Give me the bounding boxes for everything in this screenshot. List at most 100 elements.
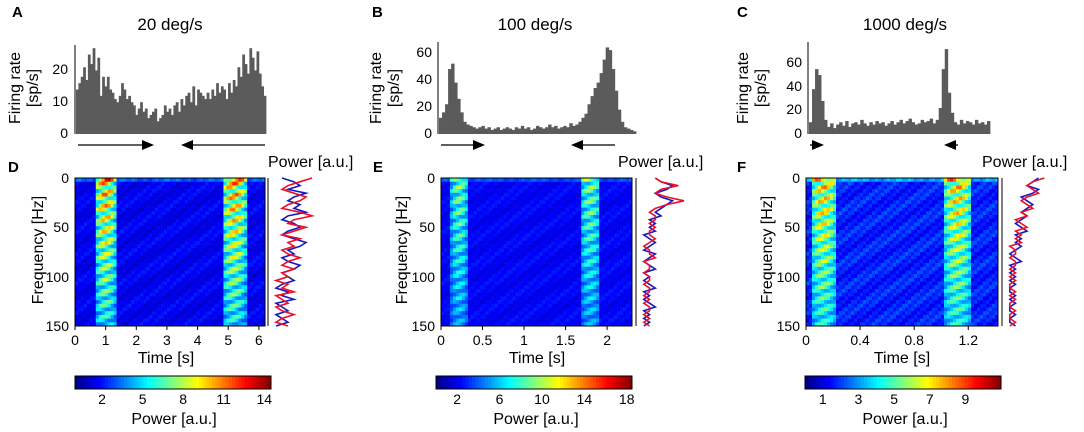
chart-e-heat-cell <box>614 274 618 279</box>
chart-d-heat-cell <box>152 226 156 231</box>
chart-d-heat-cell <box>214 255 218 260</box>
chart-e-heat-cell <box>494 185 498 190</box>
chart-d-heat-cell <box>220 289 224 293</box>
chart-d-heat-cell <box>116 303 120 308</box>
chart-e-heat-cell <box>551 237 555 242</box>
chart-d-heat-cell <box>110 252 114 256</box>
chart-d-heat-cell <box>220 203 224 208</box>
chart-d-heat-cell <box>232 322 236 327</box>
chart-d-heat-cell <box>131 296 135 301</box>
chart-d-heat-cell <box>196 266 200 271</box>
chart-e-heat-cell <box>614 181 618 186</box>
chart-d-heat-cell <box>208 181 212 186</box>
chart-e-heat-cell <box>485 259 490 264</box>
chart-e-heat-cell <box>503 274 507 279</box>
chart-d-heat-cell <box>140 292 144 297</box>
chart-d-heat-cell <box>211 270 215 275</box>
chart-e-heat-cell <box>608 189 612 194</box>
chart-d-heat-cell <box>232 237 236 242</box>
chart-d-heat-cell <box>235 192 239 197</box>
chart-d-heat-cell <box>241 263 245 268</box>
chart-d-heat-cell <box>205 263 209 268</box>
chart-e-heat-cell <box>503 196 507 201</box>
chart-e-heat-cell <box>584 266 588 271</box>
chart-d-heat-cell <box>134 263 138 268</box>
chart-e-heat-cell <box>548 292 552 297</box>
chart-d-heat-cell <box>259 307 263 312</box>
chart-d-heat-cell <box>80 314 85 319</box>
chart-d-heat-cell <box>155 274 159 279</box>
chart-e-heat-cell <box>572 181 576 186</box>
chart-d-heat-cell <box>196 240 200 245</box>
chart-d-heat-cell <box>175 218 180 223</box>
chart-d-heat-cell <box>181 296 186 301</box>
chart-e-heat-cell <box>458 189 463 194</box>
chart-d-heat-cell <box>161 311 165 316</box>
chart-e-heat-cell <box>497 200 501 205</box>
chart-d-heat-cell <box>89 300 94 305</box>
chart-e-heat-cell <box>443 240 448 245</box>
chart-e-heat-cell <box>548 281 552 286</box>
chart-d-heat-cell <box>214 266 218 271</box>
chart-d-heat-cell <box>89 281 94 286</box>
chart-e-heat-cell <box>575 255 579 260</box>
chart-e-heat-cell <box>533 285 537 290</box>
chart-e-heat-cell <box>470 263 475 268</box>
chart-d-heat-cell <box>223 270 227 275</box>
chart-e-heat-cell <box>545 185 549 190</box>
chart-e-heat-cell <box>569 229 573 234</box>
chart-a-bar-61 <box>220 86 224 134</box>
chart-e-heat-cell <box>599 200 603 205</box>
chart-d-heat-cell <box>184 252 189 256</box>
chart-d-heat-cell <box>167 244 171 249</box>
chart-e-heat-cell <box>590 233 594 238</box>
chart-d-heat-cell <box>110 255 114 260</box>
chart-d-heat-cell <box>107 226 111 231</box>
chart-e-heat-cell <box>554 178 558 182</box>
chart-d-heat-cell <box>223 181 227 186</box>
chart-d-heat-cell <box>193 240 198 245</box>
chart-d-heat-cell <box>122 248 126 253</box>
chart-e-heat-cell <box>494 237 498 242</box>
chart-e-heat-cell <box>491 240 496 245</box>
chart-d-heat-cell <box>131 196 135 201</box>
chart-e-heat-cell <box>515 237 519 242</box>
chart-d-heat-cell <box>98 196 103 201</box>
chart-e-heat-cell <box>470 259 475 264</box>
chart-d-heat-cell <box>178 200 183 205</box>
chart-d-heat-cell <box>161 289 165 293</box>
chart-e-heat-cell <box>441 200 445 205</box>
chart-e-heat-cell <box>488 218 493 223</box>
chart-d-heat-cell <box>89 259 94 264</box>
chart-e-heat-cell <box>584 292 588 297</box>
chart-d-heat-cell <box>89 263 94 268</box>
chart-e-heat-cell <box>536 218 540 223</box>
chart-e-heat-cell <box>626 259 630 264</box>
chart-d-heat-cell <box>253 296 257 301</box>
chart-c-arrow-right <box>810 140 824 150</box>
chart-d-heat-cell <box>184 274 189 279</box>
chart-c-bar-38 <box>923 122 928 134</box>
chart-d-heat-cell <box>152 289 156 293</box>
chart-d-heat-cell <box>149 215 153 219</box>
chart-e-heat-cell <box>599 181 603 186</box>
chart-d-heat-cell <box>229 200 233 205</box>
chart-e-heat-cell <box>623 215 627 219</box>
chart-e-heat-cell <box>533 281 537 286</box>
chart-d-heat-cell <box>75 248 79 253</box>
chart-e-heat-cell <box>551 259 555 264</box>
chart-e-heat-cell <box>491 200 496 205</box>
chart-e-heat-cell <box>611 203 615 208</box>
chart-e-heat-cell <box>611 178 615 182</box>
chart-d-heat-cell <box>86 233 91 238</box>
chart-e-heat-cell <box>485 252 490 256</box>
chart-d-heat-cell <box>161 292 165 297</box>
chart-d-heat-cell <box>205 218 209 223</box>
chart-d-heat-cell <box>95 322 100 327</box>
chart-e-heat-cell <box>473 207 478 212</box>
chart-e-heat-cell <box>521 240 525 245</box>
chart-d-heat-cell <box>220 185 224 190</box>
chart-e-heat-cell <box>572 281 576 286</box>
chart-d-heat-cell <box>143 203 147 208</box>
chart-e-heat-cell <box>446 289 451 293</box>
